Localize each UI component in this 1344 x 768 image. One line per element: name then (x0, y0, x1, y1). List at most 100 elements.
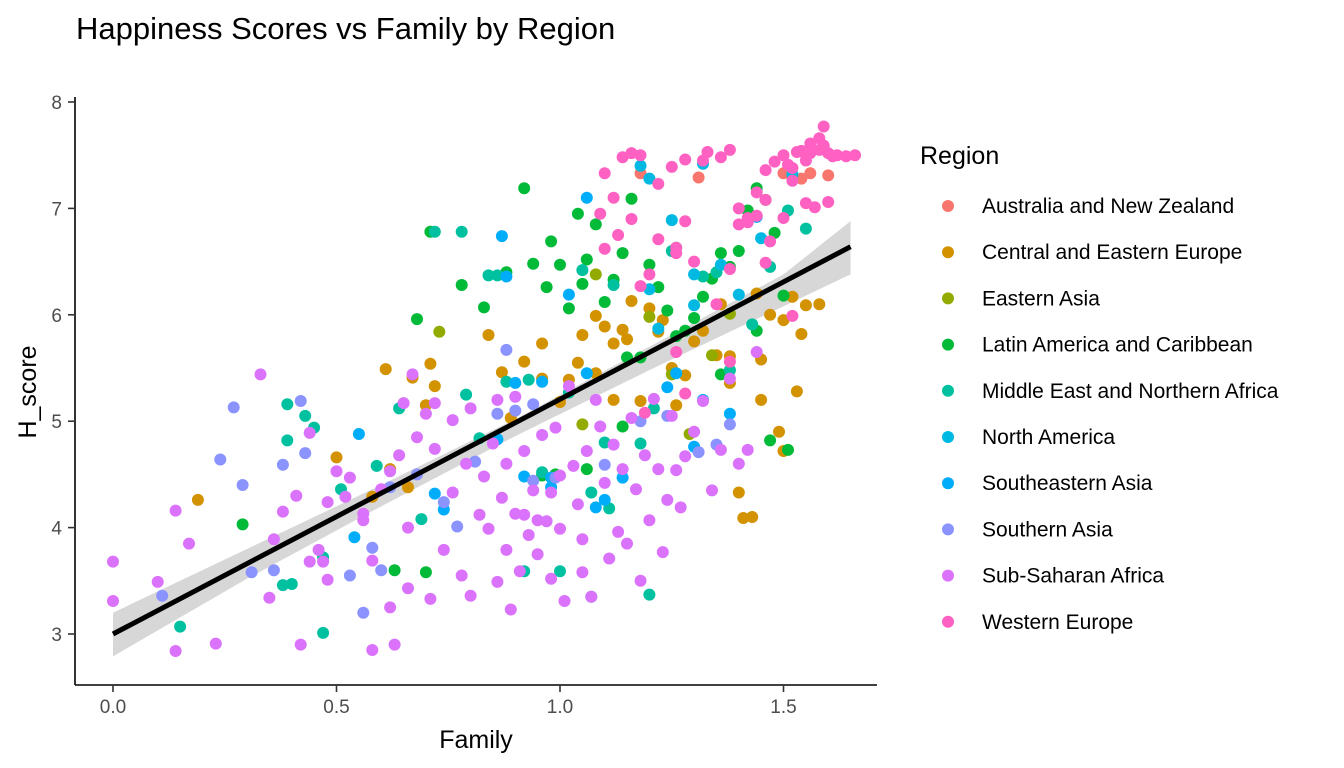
data-point (679, 153, 692, 166)
data-point (536, 375, 549, 388)
data-point (817, 139, 830, 152)
data-point (661, 493, 674, 506)
data-point (786, 174, 799, 187)
data-point (625, 412, 638, 424)
data-point (276, 505, 289, 518)
legend-key (942, 431, 954, 443)
data-point (799, 154, 812, 167)
data-point (554, 522, 566, 535)
data-point (321, 496, 334, 509)
legend-label: Western Europe (982, 611, 1133, 634)
data-point (670, 346, 683, 358)
y-tick-label: 7 (51, 199, 62, 220)
data-point (786, 290, 799, 303)
data-point (634, 159, 647, 172)
data-point (764, 235, 777, 248)
data-point (428, 380, 441, 393)
data-point (714, 151, 727, 164)
data-point (513, 565, 526, 578)
data-point (777, 149, 790, 162)
data-point (732, 457, 745, 470)
data-point (536, 337, 549, 350)
data-point (527, 257, 540, 270)
legend-item: Central and Eastern Europe (942, 241, 1242, 264)
data-point (518, 470, 531, 483)
series-2 (433, 268, 736, 440)
data-point (607, 279, 620, 291)
data-point (464, 589, 477, 602)
series-8 (107, 346, 763, 657)
data-point (670, 247, 683, 260)
data-point (370, 459, 383, 472)
data-point (679, 387, 692, 400)
data-point (527, 474, 540, 487)
data-point (607, 438, 620, 451)
data-point (343, 471, 356, 484)
data-point (643, 268, 656, 281)
data-point (782, 443, 794, 456)
data-point (643, 258, 656, 271)
data-point (723, 143, 736, 156)
data-point (670, 367, 683, 380)
data-point (741, 212, 754, 224)
data-point (580, 367, 593, 380)
points-layer (107, 120, 861, 657)
data-point (330, 451, 343, 464)
data-point (795, 328, 808, 340)
data-point (612, 229, 625, 241)
data-point (665, 409, 678, 422)
data-point (768, 155, 781, 168)
data-point (625, 147, 638, 160)
chart-title: Happiness Scores vs Family by Region (76, 11, 615, 46)
data-point (562, 302, 575, 315)
series-5 (634, 157, 799, 335)
data-point (509, 376, 522, 389)
legend-label: Southern Asia (982, 518, 1113, 541)
data-point (679, 450, 692, 463)
data-point (670, 399, 683, 412)
data-point (594, 207, 607, 220)
series-0 (634, 167, 835, 185)
data-point (411, 431, 423, 444)
data-point (482, 329, 495, 341)
data-point (357, 606, 370, 619)
data-point (428, 225, 441, 238)
data-point (460, 457, 473, 470)
data-point (343, 569, 356, 582)
data-point (455, 569, 468, 582)
data-point (107, 595, 119, 607)
series-6 (348, 191, 763, 544)
data-point (732, 202, 745, 215)
data-point (777, 314, 790, 327)
data-point (616, 471, 629, 484)
data-point (473, 508, 486, 521)
data-point (714, 368, 727, 381)
data-point (804, 167, 817, 180)
data-point (688, 335, 701, 348)
data-point (795, 144, 808, 157)
data-point (822, 196, 835, 208)
data-point (670, 464, 683, 477)
data-point (840, 150, 853, 163)
legend-label: Sub-Saharan Africa (982, 565, 1164, 588)
data-point (554, 469, 566, 482)
data-point (518, 445, 531, 457)
data-point (482, 522, 495, 535)
data-point (580, 445, 593, 457)
data-point (571, 356, 584, 369)
legend: Region Australia and New Zealand Central … (920, 142, 1279, 634)
data-point (688, 299, 701, 312)
data-point (227, 401, 240, 414)
data-point (464, 402, 477, 415)
data-point (303, 426, 316, 439)
data-point (746, 318, 759, 331)
data-point (366, 541, 379, 554)
data-point (692, 171, 705, 184)
y-tick-label: 6 (51, 306, 62, 327)
data-point (634, 437, 647, 450)
data-point (706, 484, 718, 497)
legend-item: North America (942, 426, 1115, 449)
data-point (598, 493, 611, 506)
x-tick-label: 0.0 (100, 697, 126, 718)
